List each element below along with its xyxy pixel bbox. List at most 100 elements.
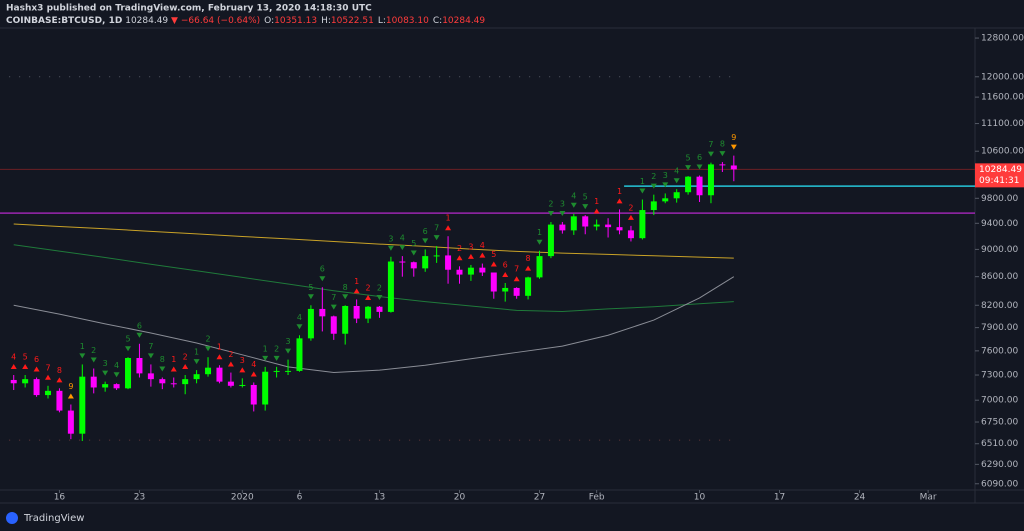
setup-arrow	[730, 144, 737, 150]
candle-body	[502, 287, 509, 292]
setup-count: 2	[377, 283, 382, 292]
candle-body	[673, 192, 680, 199]
setup-arrow	[445, 225, 452, 231]
setup-arrow	[593, 208, 600, 214]
setup-count: 1	[594, 197, 599, 206]
setup-count: 7	[45, 363, 50, 372]
candle-body	[285, 370, 292, 372]
setup-arrow	[616, 198, 623, 204]
moving-average	[13, 223, 734, 259]
setup-count: 2	[228, 350, 233, 359]
setup-count: 5	[23, 353, 28, 362]
y-tick-label: 8200.00	[981, 301, 1018, 311]
y-tick-label: 11100.00	[981, 119, 1024, 129]
setup-arrow	[193, 359, 200, 365]
candle-body	[262, 371, 269, 405]
candle-body	[182, 379, 189, 385]
candle-body	[490, 272, 497, 292]
candle-body	[125, 358, 132, 389]
setup-arrow	[376, 294, 383, 300]
x-tick-label: 20	[454, 493, 466, 503]
setup-count: 2	[651, 172, 656, 181]
candle-body	[56, 390, 63, 411]
candle-body	[456, 269, 463, 275]
setup-arrow	[536, 239, 543, 245]
candle-body	[719, 164, 726, 166]
candle-body	[593, 224, 600, 227]
candle-body	[582, 216, 589, 227]
setup-count: 1	[354, 277, 359, 286]
x-tick-label: 13	[374, 493, 385, 503]
candle-body	[616, 227, 623, 231]
ohlc-value: 10083.10	[386, 16, 429, 26]
setup-count: 6	[423, 227, 428, 236]
setup-count: 1	[640, 177, 645, 186]
candle-body	[605, 224, 612, 228]
setup-arrow	[227, 361, 234, 367]
setup-count: 3	[240, 356, 245, 365]
setup-count: 2	[628, 203, 633, 212]
y-tick-label: 7600.00	[981, 346, 1018, 356]
candle-body	[342, 305, 349, 334]
setup-arrow	[650, 183, 657, 189]
setup-arrow	[353, 288, 360, 294]
x-tick-label: 6	[297, 493, 303, 503]
candle-body	[22, 379, 29, 384]
setup-arrow	[205, 346, 212, 352]
setup-count: 7	[514, 265, 519, 274]
setup-arrow	[673, 178, 680, 184]
y-tick-label: 12800.00	[981, 34, 1024, 44]
setup-count: 5	[491, 250, 496, 259]
y-tick-label: 9800.00	[981, 194, 1018, 204]
setup-count: 3	[388, 234, 393, 243]
x-tick-label: 27	[534, 493, 545, 503]
symbol: COINBASE:BTCUSD, 1D	[6, 16, 122, 26]
candle-body	[159, 379, 166, 384]
setup-count: 1	[263, 344, 268, 353]
setup-count: 3	[103, 359, 108, 368]
candle-body	[10, 379, 17, 384]
setup-count: 6	[697, 153, 702, 162]
setup-arrow	[525, 265, 532, 271]
ohlc-label: H:	[321, 16, 331, 26]
setup-arrow	[285, 348, 292, 354]
change: −66.64 (−0.64%)	[181, 16, 260, 26]
candle-body	[296, 338, 303, 371]
y-tick-label: 6290.00	[981, 460, 1018, 470]
candle-body	[307, 308, 314, 339]
setup-arrow	[136, 332, 143, 338]
y-tick-label: 7300.00	[981, 371, 1018, 381]
setup-count: 5	[686, 154, 691, 163]
x-tick-label: 2020	[231, 493, 254, 503]
candle-body	[136, 358, 143, 374]
setup-count: 2	[457, 244, 462, 253]
setup-arrow	[456, 255, 463, 261]
setup-count: 9	[68, 382, 73, 391]
candle-body	[239, 384, 246, 386]
candle-body	[513, 287, 520, 296]
setup-arrow	[433, 235, 440, 241]
setup-arrow	[79, 353, 86, 359]
candle-body	[422, 256, 429, 269]
setup-arrow	[273, 355, 280, 361]
candle-body	[467, 267, 474, 275]
setup-count: 1	[217, 343, 222, 352]
setup-count: 1	[617, 187, 622, 196]
setup-count: 9	[731, 133, 736, 142]
setup-count: 6	[320, 265, 325, 274]
setup-arrow	[570, 202, 577, 208]
candle-body	[273, 370, 280, 372]
setup-arrow	[387, 245, 394, 251]
candle-body	[696, 176, 703, 196]
setup-count: 3	[663, 171, 668, 180]
candle-body	[330, 316, 337, 334]
ohlc-value: 10351.13	[274, 16, 317, 26]
setup-arrow	[125, 346, 132, 352]
setup-arrow	[90, 357, 97, 363]
setup-count: 1	[194, 348, 199, 357]
setup-count: 3	[285, 337, 290, 346]
candle-body	[707, 164, 714, 196]
setup-arrow	[45, 374, 52, 380]
setup-arrow	[170, 366, 177, 372]
